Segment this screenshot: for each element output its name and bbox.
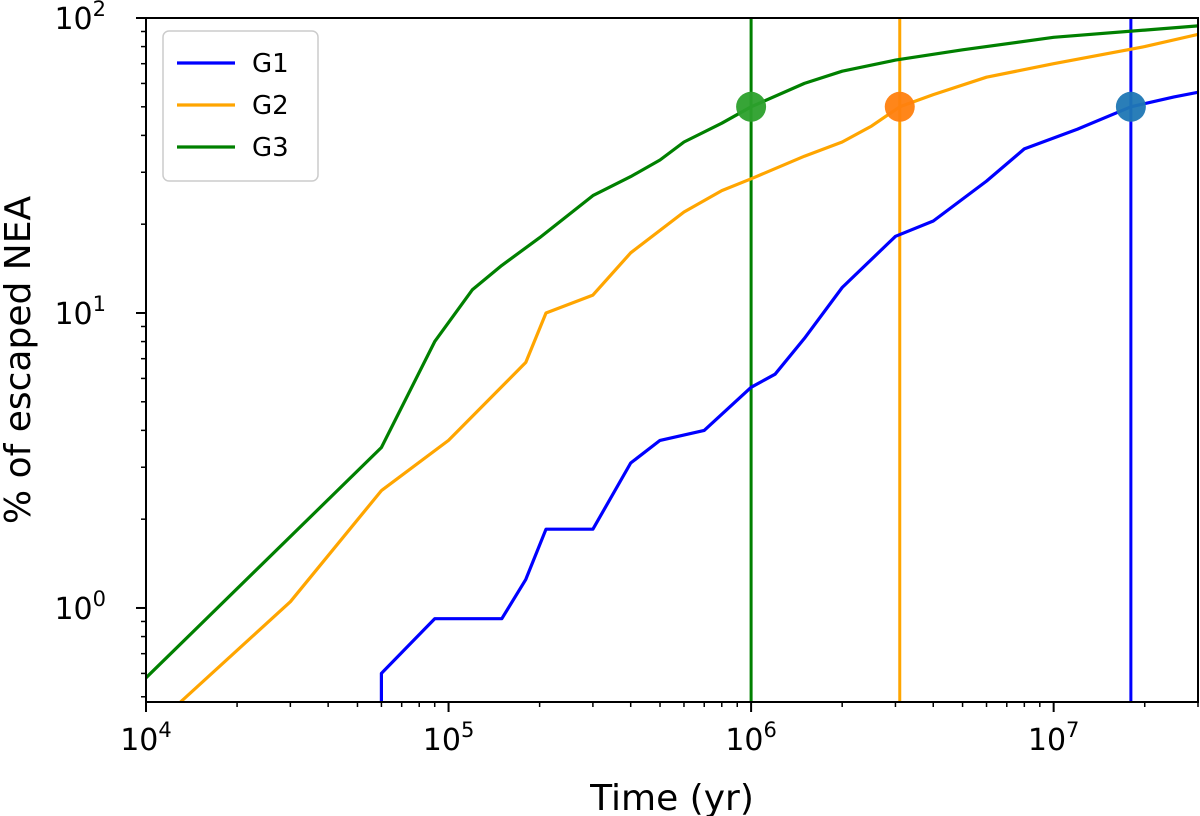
y-axis: 100 101 102 (54, 0, 146, 698)
legend-box (162, 30, 319, 182)
x-tick-label: 104 (120, 718, 172, 758)
legend-label-G3: G3 (252, 133, 289, 163)
plot-frame (145, 17, 1199, 703)
x-tick-label: 107 (1028, 718, 1080, 758)
series-line-G3 (146, 24, 1198, 679)
y-axis-title: % of escaped NEA (0, 196, 39, 525)
y-tick-label: 100 (54, 587, 106, 627)
legend-label-G1: G1 (252, 49, 289, 79)
legend-label-G2: G2 (252, 91, 289, 121)
x-axis: 104 105 106 107 (120, 702, 1199, 758)
median-marker-1 (1115, 91, 1146, 122)
x-tick-label: 106 (725, 718, 777, 758)
median-marker-3 (736, 91, 767, 122)
median-marker-2 (884, 91, 915, 122)
legend: G1 G2 G3 (162, 30, 319, 182)
series-line-G2 (179, 32, 1198, 702)
x-axis-title: Time (yr) (589, 778, 754, 816)
x-tick-label: 105 (423, 718, 475, 758)
plot-area (146, 18, 1198, 702)
series-line-G1 (379, 90, 1198, 702)
y-tick-label: 101 (54, 292, 106, 332)
y-tick-label: 102 (54, 0, 106, 37)
